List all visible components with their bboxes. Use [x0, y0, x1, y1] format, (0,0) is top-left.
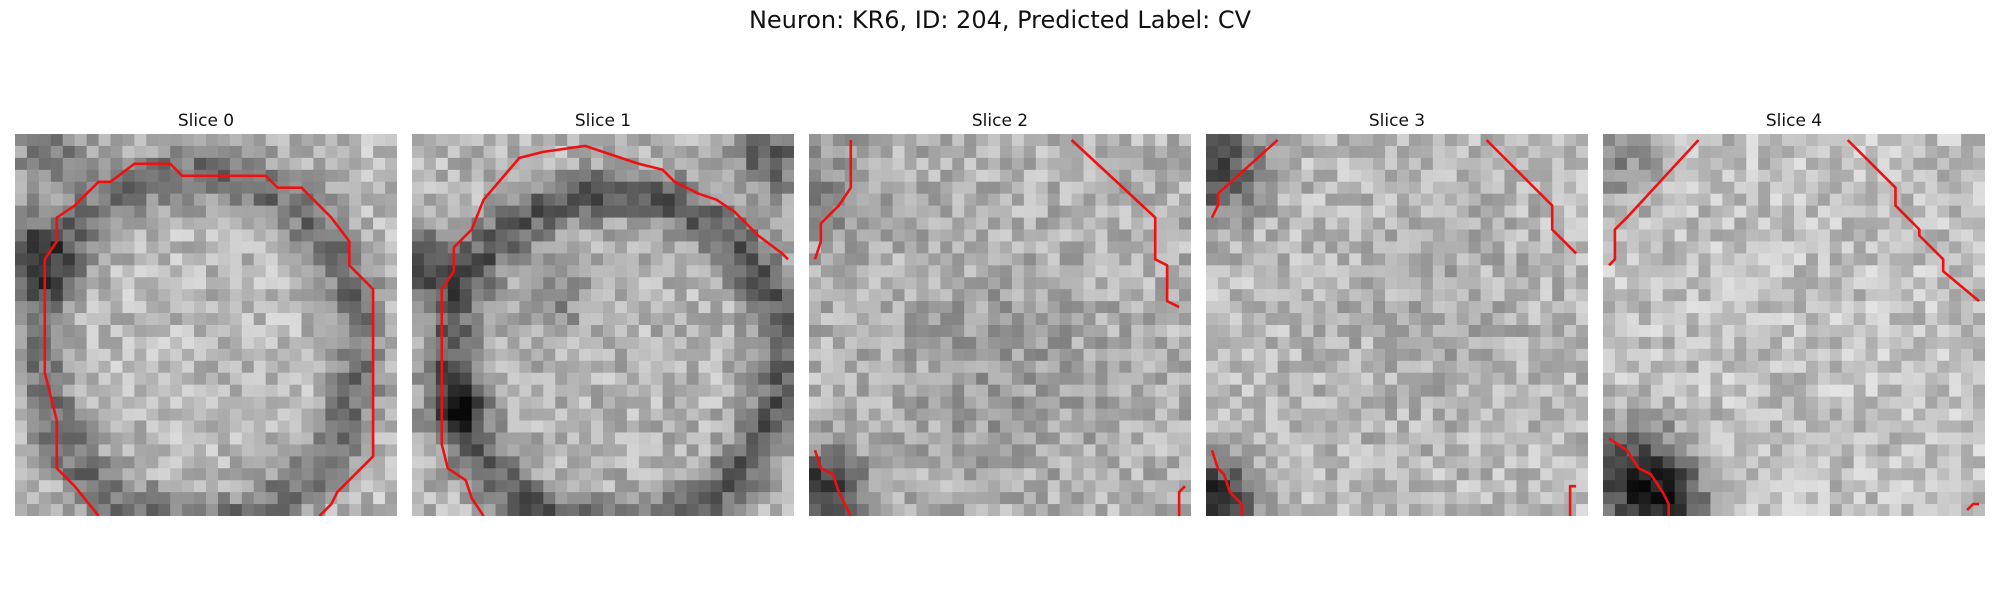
- slice-image: [15, 134, 397, 516]
- slice-panel-4: Slice 4: [1603, 110, 1985, 516]
- contour-line: [1568, 484, 1577, 516]
- contour-line: [1177, 485, 1186, 516]
- slice-title: Slice 4: [1765, 111, 1823, 131]
- contour-line: [1485, 139, 1578, 255]
- contour-line: [1608, 139, 1700, 267]
- slice-panel-3: Slice 3: [1206, 110, 1588, 516]
- figure-title: Neuron: KR6, ID: 204, Predicted Label: C…: [748, 6, 1252, 34]
- contour-line: [1070, 139, 1180, 309]
- slice-title: Slice 1: [574, 111, 632, 131]
- contour-line: [1210, 449, 1244, 516]
- contour-line: [1846, 139, 1980, 303]
- contour-line: [1966, 502, 1979, 511]
- contour-line: [43, 162, 375, 516]
- contour-line: [813, 449, 852, 516]
- slice-title: Slice 3: [1368, 111, 1426, 131]
- slice-image: [1603, 134, 1985, 516]
- slice-image: [809, 134, 1191, 516]
- pixel-grid: [809, 134, 1191, 516]
- contour-line: [440, 144, 789, 516]
- slice-panel-2: Slice 2: [809, 110, 1191, 516]
- slice-panel-1: Slice 1: [412, 110, 794, 516]
- pixel-grid: [1603, 134, 1985, 516]
- slice-image: [412, 134, 794, 516]
- pixel-grid: [412, 134, 794, 516]
- slice-image: [1206, 134, 1588, 516]
- slice-panel-0: Slice 0: [15, 110, 397, 516]
- slice-title: Slice 2: [971, 111, 1029, 131]
- contour-line: [1210, 139, 1279, 219]
- pixel-grid: [15, 134, 397, 516]
- pixel-grid: [1206, 134, 1588, 516]
- contour-line: [813, 140, 853, 260]
- contour-line: [1608, 437, 1670, 516]
- slice-title: Slice 0: [177, 111, 235, 131]
